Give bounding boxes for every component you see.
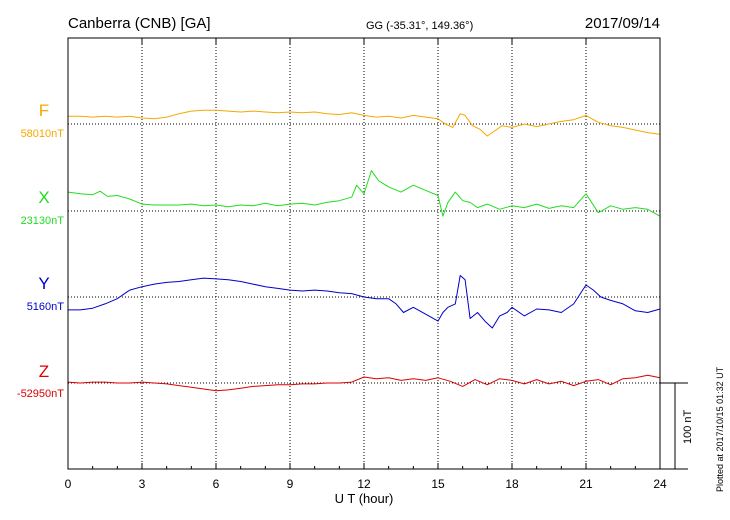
series-line-x	[67, 170, 661, 217]
series-baseline-x: 23130nT	[21, 215, 65, 227]
x-tick-label: 18	[505, 477, 519, 491]
series-group	[67, 109, 661, 392]
x-tick-label: 24	[653, 477, 667, 491]
series-name-f: F	[39, 101, 49, 120]
series-line-z	[67, 374, 661, 392]
series-baseline-z: -52950nT	[17, 388, 64, 400]
x-tick-label: 21	[579, 477, 593, 491]
series-baseline-f: 58010nT	[21, 128, 65, 140]
x-tick-label: 15	[431, 477, 445, 491]
x-tick-label: 3	[139, 477, 146, 491]
series-baseline-y: 5160nT	[27, 301, 65, 313]
x-tick-label: 0	[65, 477, 72, 491]
series-name-y: Y	[38, 274, 49, 293]
scale-bar: 100 nT	[660, 382, 694, 470]
series-labels: F 58010nT X 23130nT Y 5160nT Z -52950nT	[17, 101, 64, 400]
series-line-y	[68, 275, 661, 329]
coordinates-label: GG (-35.31°, 149.36°)	[366, 20, 473, 32]
date-label: 2017/09/14	[585, 15, 660, 32]
series-name-z: Z	[39, 362, 49, 381]
x-axis-ticks: 0 3 6 9 12 15 18 21 24	[65, 38, 667, 491]
grid-lines	[141, 38, 587, 469]
series-name-x: X	[38, 188, 49, 207]
x-tick-label: 9	[287, 477, 294, 491]
x-tick-label: 12	[357, 477, 371, 491]
x-axis-label: U T (hour)	[335, 491, 394, 506]
series-line-f	[68, 109, 661, 137]
scale-bar-label: 100 nT	[682, 409, 694, 444]
x-tick-label: 6	[213, 477, 220, 491]
station-title: Canberra (CNB) [GA]	[68, 15, 211, 32]
plotted-timestamp: Plotted at 2017/10/15 01:32 UT	[715, 366, 725, 492]
